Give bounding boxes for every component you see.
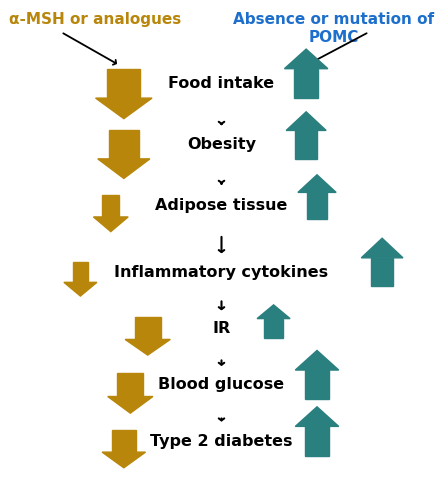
Polygon shape (93, 217, 128, 232)
Text: Absence or mutation of
POMC: Absence or mutation of POMC (233, 12, 434, 45)
Bar (135, 318, 161, 340)
Polygon shape (298, 175, 336, 192)
Text: Food intake: Food intake (168, 76, 275, 91)
Bar (295, 130, 318, 159)
Bar (109, 130, 139, 159)
Polygon shape (98, 159, 150, 178)
Bar (264, 318, 283, 338)
Bar (305, 370, 329, 400)
Text: Type 2 diabetes: Type 2 diabetes (150, 434, 293, 448)
Bar (102, 195, 120, 217)
Text: Adipose tissue: Adipose tissue (155, 198, 288, 214)
Text: Blood glucose: Blood glucose (159, 377, 284, 392)
Polygon shape (64, 282, 97, 296)
Polygon shape (284, 49, 328, 68)
Polygon shape (125, 340, 170, 355)
Polygon shape (286, 112, 326, 130)
Text: Inflammatory cytokines: Inflammatory cytokines (114, 264, 329, 280)
Bar (294, 68, 319, 98)
Polygon shape (257, 305, 290, 318)
Text: Obesity: Obesity (187, 137, 256, 152)
Text: IR: IR (212, 321, 231, 336)
Polygon shape (108, 396, 153, 413)
Text: α-MSH or analogues: α-MSH or analogues (9, 12, 181, 28)
Bar (107, 68, 140, 98)
Bar (73, 262, 88, 282)
Bar (307, 192, 327, 220)
Polygon shape (361, 238, 403, 258)
Bar (371, 258, 393, 286)
Bar (305, 426, 329, 456)
Polygon shape (96, 98, 152, 118)
Bar (112, 430, 136, 452)
Polygon shape (295, 350, 339, 370)
Bar (117, 373, 144, 396)
Polygon shape (295, 407, 339, 426)
Polygon shape (102, 452, 145, 468)
